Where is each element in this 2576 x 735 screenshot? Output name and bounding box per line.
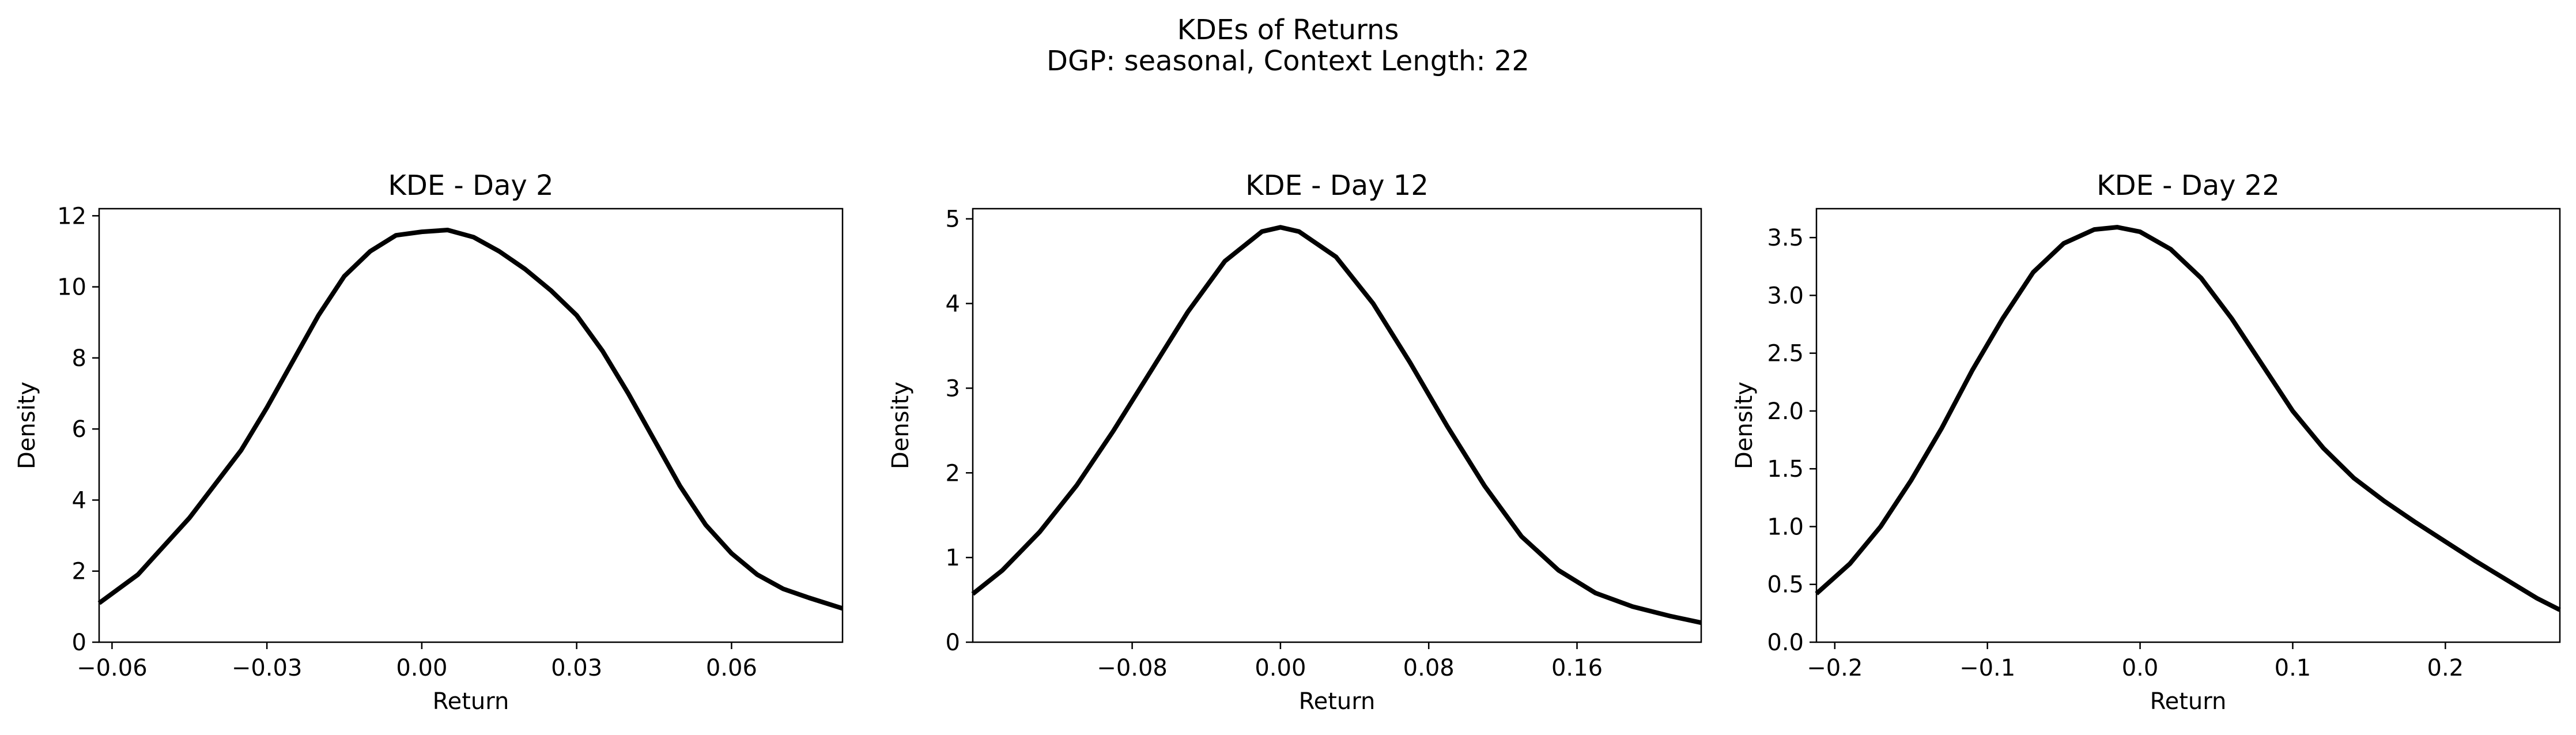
y-tick-label: 1: [946, 545, 960, 571]
y-tick-label: 10: [57, 274, 86, 301]
x-tick-label: 0.00: [1255, 655, 1306, 681]
figure-title: KDEs of Returns: [1177, 14, 1399, 46]
y-tick-label: 0.0: [1767, 630, 1804, 656]
y-axis-label: Density: [14, 382, 40, 469]
y-tick-label: 4: [72, 487, 86, 514]
y-axis-label: Density: [887, 382, 914, 469]
x-tick-label: 0.0: [2122, 655, 2159, 681]
y-tick-label: 3.5: [1767, 225, 1804, 251]
y-tick-label: 2.0: [1767, 398, 1804, 425]
x-axis-label: Return: [433, 688, 509, 715]
y-tick-label: 4: [946, 291, 960, 318]
x-tick-label: 0.1: [2275, 655, 2311, 681]
y-tick-label: 2: [72, 559, 86, 585]
y-tick-label: 3: [946, 375, 960, 402]
axes-frame: [1815, 208, 2561, 643]
kde-panel-day-22: −0.2 −0.1 0.0 0.1 0.2 0.0 0.5 1.0 1.5 2.0 2.5 3.0 3.…: [1731, 169, 2561, 715]
axes-frame: [972, 208, 1702, 643]
x-tick-label: 0.00: [396, 655, 447, 681]
kde-curve: [97, 228, 844, 611]
x-tick-label: 0.2: [2427, 655, 2464, 681]
kde-curve: [971, 225, 1702, 625]
axes-frame: [98, 208, 844, 643]
y-tick-label: 1.0: [1767, 514, 1804, 540]
kde-curve: [1815, 225, 2561, 612]
x-tick-label: −0.06: [77, 655, 148, 681]
x-tick-label: 0.16: [1551, 655, 1603, 681]
y-tick-label: 1.5: [1767, 456, 1804, 483]
y-tick-label: 0: [72, 630, 86, 656]
y-tick-label: 6: [72, 416, 86, 443]
x-axis-label: Return: [2150, 688, 2227, 715]
y-tick-label: 8: [72, 345, 86, 372]
kde-panel-day-2: −0.06 −0.03 0.00 0.03 0.06 0 2 4 6 8 10 12 KDE - Day…: [14, 169, 844, 715]
x-tick-label: −0.03: [232, 655, 303, 681]
y-axis-label: Density: [1731, 382, 1758, 469]
x-axis-label: Return: [1299, 688, 1376, 715]
y-tick-label: 12: [57, 203, 86, 229]
panel-title: KDE - Day 2: [388, 169, 553, 202]
x-tick-label: 0.06: [706, 655, 757, 681]
panel-title: KDE - Day 22: [2097, 169, 2280, 202]
y-tick-label: 2.5: [1767, 341, 1804, 367]
y-tick-label: 5: [946, 206, 960, 233]
x-tick-label: 0.03: [551, 655, 602, 681]
x-tick-label: 0.08: [1403, 655, 1455, 681]
y-tick-label: 3.0: [1767, 282, 1804, 309]
x-tick-label: −0.2: [1807, 655, 1863, 681]
y-tick-label: 0: [946, 630, 960, 656]
figure-subtitle: DGP: seasonal, Context Length: 22: [1047, 45, 1529, 77]
y-tick-label: 2: [946, 460, 960, 487]
panel-title: KDE - Day 12: [1245, 169, 1429, 202]
kde-panel-day-12: −0.08 0.00 0.08 0.16 0 1 2 3 4 5 KDE - Day 12 Retur…: [887, 169, 1702, 715]
y-tick-label: 0.5: [1767, 572, 1804, 598]
x-tick-label: −0.1: [1959, 655, 2015, 681]
x-tick-label: −0.08: [1097, 655, 1168, 681]
